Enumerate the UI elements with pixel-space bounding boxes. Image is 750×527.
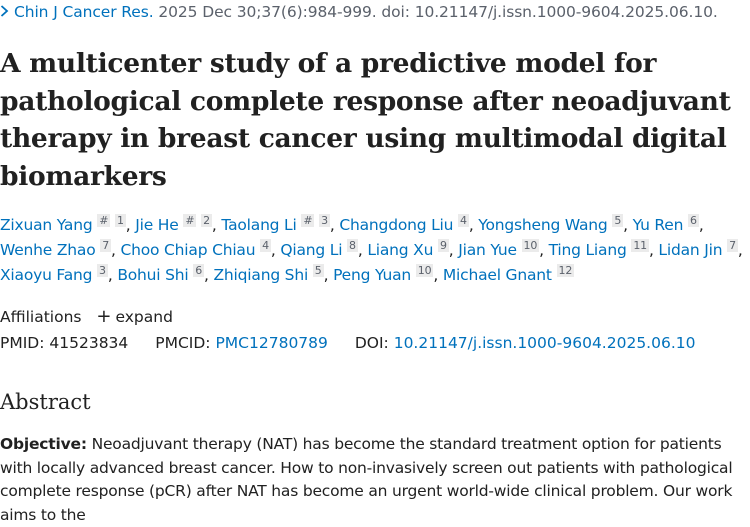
equal-contribution-mark[interactable]: #	[183, 214, 197, 227]
pmcid-label: PMCID:	[155, 334, 211, 352]
author-link[interactable]: Lidan Jin	[658, 241, 723, 260]
pmid-label: PMID:	[0, 334, 45, 352]
equal-contribution-mark[interactable]: #	[97, 214, 111, 227]
abstract-heading: Abstract	[0, 390, 91, 414]
affiliation-number[interactable]: 3	[97, 264, 108, 278]
author-link[interactable]: Bohui Shi	[117, 266, 189, 285]
affiliation-number[interactable]: 10	[415, 264, 434, 278]
affiliation-number[interactable]: 2	[201, 214, 212, 227]
author-link[interactable]: Michael Gnant	[442, 266, 552, 285]
affiliation-number[interactable]: 7	[727, 239, 738, 253]
abstract-objective: Objective: Neoadjuvant therapy (NAT) has…	[0, 433, 748, 527]
author-link[interactable]: Liang Xu	[367, 241, 434, 260]
author-link[interactable]: Taolang Li	[221, 216, 297, 234]
equal-contribution-mark[interactable]: #	[301, 214, 315, 227]
affiliations-row: Affiliations + expand	[0, 306, 173, 327]
objective-label: Objective:	[0, 435, 87, 453]
author-link[interactable]: Jie He	[135, 216, 179, 234]
affiliation-number[interactable]: 4	[260, 239, 271, 253]
author-link[interactable]: Zixuan Yang	[0, 216, 93, 234]
article-title: A multicenter study of a predictive mode…	[0, 48, 731, 193]
affiliation-number[interactable]: 7	[100, 239, 112, 253]
author-list: Zixuan Yang # 1, Jie He # 2, Taolang Li …	[0, 214, 743, 285]
affiliation-number[interactable]: 10	[521, 239, 540, 253]
author-link[interactable]: Changdong Liu	[339, 216, 454, 234]
journal-link[interactable]: Chin J Cancer Res.	[14, 3, 154, 21]
author-link[interactable]: Jian Yue	[458, 241, 517, 260]
author-link[interactable]: Yu Ren	[632, 216, 684, 234]
identifiers-row: PMID: 41523834 PMCID: PMC12780789 DOI: 1…	[0, 334, 717, 352]
expand-label: expand	[115, 308, 173, 326]
author-link[interactable]: Ting Liang	[548, 241, 627, 260]
plus-icon: +	[96, 306, 112, 327]
affiliation-number[interactable]: 6	[688, 214, 699, 227]
affiliation-number[interactable]: 8	[347, 239, 358, 253]
author-link[interactable]: Yongsheng Wang	[478, 216, 608, 234]
affiliation-number[interactable]: 1	[114, 214, 126, 227]
objective-text: Neoadjuvant therapy (NAT) has become the…	[0, 435, 733, 524]
author-link[interactable]: Qiang Li	[280, 241, 343, 260]
affiliation-number[interactable]: 4	[458, 214, 469, 227]
affiliation-number[interactable]: 12	[556, 264, 575, 278]
citation-details: 2025 Dec 30;37(6):984-999. doi: 10.21147…	[158, 3, 718, 21]
author-link[interactable]: Peng Yuan	[333, 266, 412, 285]
affiliation-number[interactable]: 5	[312, 264, 324, 278]
author-link[interactable]: Choo Chiap Chiau	[120, 241, 256, 260]
affiliation-number[interactable]: 5	[612, 214, 624, 227]
pmid-value: 41523834	[49, 334, 129, 352]
doi-label: DOI:	[354, 334, 389, 352]
citation-line: Chin J Cancer Res. 2025 Dec 30;37(6):984…	[0, 3, 718, 21]
affiliation-number[interactable]: 11	[631, 239, 649, 253]
affiliation-number[interactable]: 9	[437, 239, 449, 253]
author-link[interactable]: Wenhe Zhao	[0, 241, 96, 260]
author-link[interactable]: Zhiqiang Shi	[213, 266, 309, 285]
pmcid-link[interactable]: PMC12780789	[215, 334, 328, 352]
affiliations-expand-button[interactable]: + expand	[96, 306, 173, 327]
affiliations-label: Affiliations	[0, 308, 82, 326]
affiliation-number[interactable]: 3	[319, 214, 330, 227]
doi-link[interactable]: 10.21147/j.issn.1000-9604.2025.06.10	[393, 334, 696, 352]
chevron-right-icon	[0, 3, 9, 21]
author-link[interactable]: Xiaoyu Fang	[0, 266, 93, 285]
affiliation-number[interactable]: 6	[193, 264, 205, 278]
